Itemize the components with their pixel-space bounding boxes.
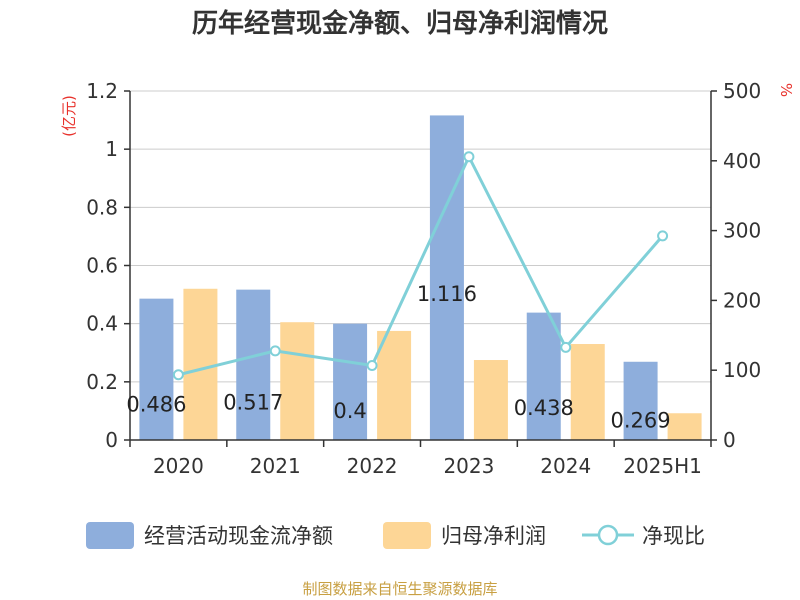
legend-swatch-net-profit [383,522,431,549]
left-tick-label: 1.2 [86,79,118,103]
ratio-point [463,151,475,163]
bar-operating-cash-flow [623,361,658,440]
left-axis-unit: (亿元) [60,95,78,137]
right-tick-label: 500 [723,79,761,103]
left-tick-label: 0.6 [86,254,118,278]
chart-title: 历年经营现金净额、归母净利润情况 [192,8,608,39]
ratio-line-path [178,153,664,377]
ratio-point [269,345,281,357]
x-tick-label: 2023 [443,454,494,478]
bar-net-profit [667,413,702,440]
x-tick-label: 2020 [153,454,204,478]
legend: 经营活动现金流净额 归母净利润 净现比 [86,522,705,549]
ratio-line [172,151,669,381]
right-axis-unit: % [777,83,795,97]
ratio-point [560,341,572,353]
ratio-point [657,230,669,242]
grid [130,90,711,383]
data-label-cash-flow: 0.486 [126,393,186,417]
bar-net-profit [473,360,508,440]
legend-marker-ratio [597,524,619,546]
ratio-point [172,369,184,381]
data-label-cash-flow: 0.517 [223,390,283,414]
x-tick-label: 2025H1 [623,454,702,478]
right-tick-label: 300 [723,219,761,243]
bar-operating-cash-flow [139,298,174,440]
left-tick-label: 1 [105,137,118,161]
right-tick-label: 100 [723,358,761,382]
left-tick-label: 0 [105,428,118,452]
bar-operating-cash-flow [236,289,271,440]
data-label-cash-flow: 0.4 [333,399,366,423]
bar-net-profit [570,344,605,440]
bars [139,115,702,441]
legend-label-cash-flow: 经营活动现金流净额 [144,524,333,548]
left-tick-label: 0.2 [86,370,118,394]
right-tick-label: 0 [723,428,736,452]
left-tick-label: 0.8 [86,195,118,219]
source-note: 制图数据来自恒生聚源数据库 [302,580,497,598]
data-label-cash-flow: 1.116 [417,282,477,306]
axes: 0 0.2 0.4 0.6 0.8 1 1.2 0 100 200 300 400 500 2020 202… [86,79,761,478]
right-tick-label: 200 [723,288,761,312]
x-tick-label: 2024 [540,454,591,478]
ratio-point [366,360,378,372]
x-tick-label: 2021 [250,454,301,478]
right-tick-label: 400 [723,149,761,173]
x-tick-label: 2022 [347,454,398,478]
left-tick-label: 0.4 [86,312,118,336]
data-label-cash-flow: 0.269 [611,408,671,432]
bar-operating-cash-flow [526,312,561,440]
bar-operating-cash-flow [333,323,368,440]
bar-net-profit [280,322,315,440]
data-labels: 0.486 0.517 0.4 1.116 0.438 0.269 [126,282,670,432]
bar-net-profit [183,288,218,440]
data-label-cash-flow: 0.438 [514,396,574,420]
legend-label-net-profit: 归母净利润 [441,524,546,548]
legend-label-ratio: 净现比 [642,524,705,548]
legend-swatch-cash-flow [86,522,134,549]
bar-operating-cash-flow [429,115,464,441]
bar-net-profit [377,330,412,440]
